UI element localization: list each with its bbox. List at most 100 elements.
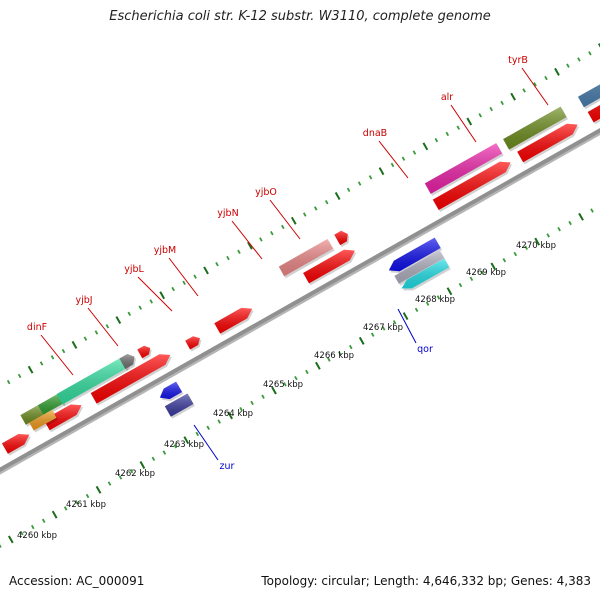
upper-tick xyxy=(83,336,88,341)
feature-highlight xyxy=(388,237,441,272)
upper-tick xyxy=(149,299,153,304)
gene-label: yjbO xyxy=(255,187,277,198)
lower-tick xyxy=(469,276,474,282)
upper-tick xyxy=(270,231,274,236)
lower-tick xyxy=(568,220,572,226)
feature-highlight xyxy=(278,239,333,277)
upper-tick xyxy=(138,305,143,310)
lower-tick xyxy=(173,444,178,449)
lower-tick xyxy=(524,245,529,251)
lower-tick xyxy=(590,208,594,213)
feature-highlight xyxy=(29,409,57,431)
upper-tick xyxy=(203,266,209,275)
upper-tick xyxy=(71,340,78,349)
upper-tick xyxy=(27,365,34,374)
feature-layer xyxy=(1,84,600,456)
gene-label: dinF xyxy=(27,322,47,333)
gene-label-leader xyxy=(521,67,549,106)
lower-tick xyxy=(129,469,134,474)
feature-highlight xyxy=(587,105,600,123)
accession-text: Accession: AC_000091 xyxy=(9,574,145,588)
feature-highlight xyxy=(424,143,503,194)
upper-tick xyxy=(127,311,132,317)
lower-tick xyxy=(446,287,453,296)
lower-tick xyxy=(183,436,190,445)
lower-tick xyxy=(370,332,375,337)
lower-tick xyxy=(358,336,365,345)
lower-tick xyxy=(349,344,353,350)
backbone-shadow xyxy=(0,130,600,475)
upper-tick xyxy=(334,191,341,200)
upper-tick xyxy=(247,241,253,250)
feature-highlight xyxy=(90,354,171,404)
lower-tick xyxy=(534,237,541,246)
upper-tick xyxy=(313,206,318,211)
lower-tick xyxy=(41,518,46,524)
upper-tick xyxy=(577,57,581,62)
scale-label: 4270 kbp xyxy=(516,241,556,251)
upper-tick xyxy=(456,125,461,130)
upper-tick xyxy=(50,355,55,360)
scale-label: 4269 kbp xyxy=(466,268,506,278)
upper-tick xyxy=(466,117,473,126)
upper-tick xyxy=(94,330,99,335)
upper-tick xyxy=(6,379,11,385)
gene-label-leader xyxy=(269,199,301,240)
lower-tick xyxy=(392,320,397,325)
lower-tick xyxy=(206,425,210,430)
lower-tick xyxy=(557,227,561,232)
feature-highlight xyxy=(56,358,132,405)
lower-tick xyxy=(578,212,584,221)
upper-tick xyxy=(368,175,373,180)
lower-tick xyxy=(250,400,254,406)
gene-label: yjbL xyxy=(124,264,144,275)
gene-label: yjbN xyxy=(217,208,238,219)
lower-tick xyxy=(20,531,24,536)
lower-tick xyxy=(63,506,68,511)
upper-tick xyxy=(489,106,493,112)
gene-label-leader xyxy=(450,104,477,143)
scale-label: 4265 kbp xyxy=(263,380,303,390)
gene-label-leader xyxy=(231,220,263,260)
scale-label: 4260 kbp xyxy=(17,531,57,541)
gene-label: dnaB xyxy=(363,128,387,139)
lower-tick xyxy=(271,386,277,395)
feature-highlight xyxy=(432,161,511,210)
lower-tick xyxy=(315,361,321,370)
lower-tick xyxy=(239,406,243,412)
upper-tick xyxy=(226,255,230,261)
feature-highlight xyxy=(1,434,30,454)
upper-tick xyxy=(290,216,297,225)
lower-tick xyxy=(107,481,112,486)
upper-tick xyxy=(401,156,406,161)
feature-highlight xyxy=(137,345,151,359)
genome-backbone xyxy=(0,127,600,475)
upper-tick xyxy=(237,249,241,254)
lower-tick xyxy=(139,461,146,469)
lower-tick xyxy=(436,295,441,300)
feature-highlight xyxy=(394,250,445,284)
lower-tick xyxy=(261,394,265,399)
upper-tick xyxy=(259,237,263,242)
feature-highlight xyxy=(334,230,348,246)
upper-tick xyxy=(17,373,22,379)
feature-highlight xyxy=(401,258,450,289)
scale-label: 4261 kbp xyxy=(66,500,106,510)
upper-tick xyxy=(500,100,504,106)
upper-tick xyxy=(193,274,197,279)
lower-tick xyxy=(0,544,2,548)
feature-highlight xyxy=(214,307,253,334)
lower-tick xyxy=(425,301,430,306)
lower-tick xyxy=(414,307,419,313)
upper-tick xyxy=(544,75,548,81)
upper-tick xyxy=(61,348,66,354)
scale-label: 4263 kbp xyxy=(164,440,204,450)
lower-tick xyxy=(195,431,200,437)
feature-highlight xyxy=(20,405,44,425)
gene-label: tyrB xyxy=(508,55,528,66)
scale-label: 4262 kbp xyxy=(115,469,155,479)
lower-tick xyxy=(458,282,463,288)
scale-label: 4268 kbp xyxy=(415,295,455,305)
lower-tick xyxy=(513,251,518,257)
